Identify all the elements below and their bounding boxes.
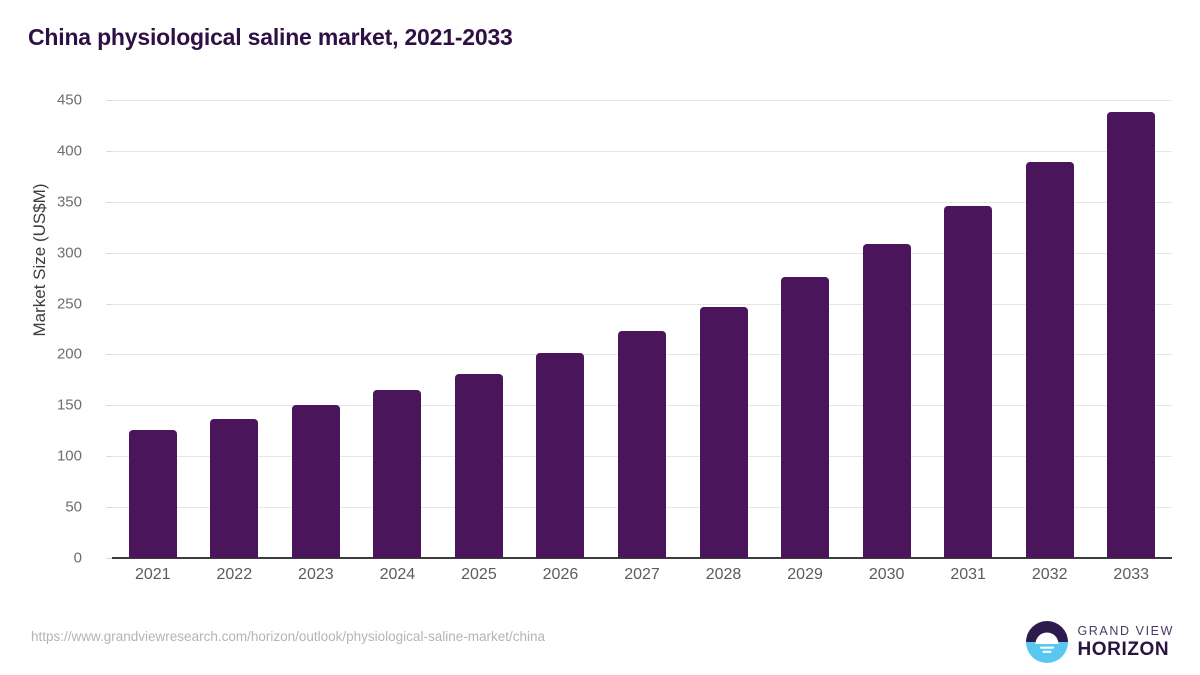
x-axis-tick-label: 2023 bbox=[298, 566, 334, 583]
bar-2031[interactable] bbox=[944, 205, 993, 558]
y-axis-tick-label: 350 bbox=[56, 193, 82, 211]
y-axis-tick bbox=[106, 201, 112, 203]
logo-wordmark: GRAND VIEW HORIZON bbox=[1077, 625, 1174, 660]
bar-2026[interactable] bbox=[536, 353, 585, 558]
gridline bbox=[112, 252, 1172, 254]
gridline bbox=[112, 201, 1172, 203]
x-axis-tick-label: 2025 bbox=[461, 566, 497, 583]
y-axis-tick-label: 250 bbox=[56, 295, 82, 313]
logo-line-1: GRAND VIEW bbox=[1077, 623, 1174, 638]
bar-2033[interactable] bbox=[1107, 112, 1156, 558]
y-axis-tick bbox=[106, 100, 112, 101]
gridline bbox=[112, 150, 1172, 152]
y-axis-tick-label: 200 bbox=[56, 345, 82, 363]
bar-2028[interactable] bbox=[699, 306, 748, 558]
y-axis-tick bbox=[106, 507, 112, 509]
y-axis-tick bbox=[106, 303, 112, 305]
y-axis-tick-label: 150 bbox=[56, 396, 82, 414]
x-axis-labels: 2021 2022 2023 2024 2025 2026 2027 2028 2029 2030… bbox=[112, 566, 1172, 596]
page-title: China physiological saline market, 2021-… bbox=[28, 24, 513, 50]
brand-logo[interactable]: GRAND VIEW HORIZON bbox=[1026, 621, 1174, 663]
y-axis-tick-label: 0 bbox=[73, 549, 82, 567]
bar-2025[interactable] bbox=[454, 373, 503, 558]
bar-2021[interactable] bbox=[128, 429, 177, 558]
x-axis-tick-label: 2032 bbox=[1031, 566, 1068, 583]
x-axis-tick-label: 2028 bbox=[705, 566, 742, 583]
gridline bbox=[112, 303, 1172, 305]
y-axis-tick bbox=[106, 558, 112, 559]
bar-2023[interactable] bbox=[291, 405, 340, 558]
y-axis-tick bbox=[106, 405, 112, 407]
y-axis-labels: 0 50 100 150 200 250 300 350 400 450 bbox=[0, 92, 100, 567]
gridline bbox=[112, 100, 1172, 101]
y-axis-tick-label: 100 bbox=[56, 447, 82, 465]
x-axis-tick-label: 2021 bbox=[134, 566, 171, 583]
y-axis-tick bbox=[106, 150, 112, 152]
x-axis-tick-label: 2030 bbox=[868, 566, 905, 583]
y-axis-tick-label: 400 bbox=[56, 142, 82, 160]
bar-2027[interactable] bbox=[618, 331, 666, 558]
x-axis-tick-label: 2027 bbox=[624, 566, 660, 583]
x-axis-tick-label: 2031 bbox=[950, 566, 986, 583]
bar-2024[interactable] bbox=[373, 390, 422, 558]
bar-2022[interactable] bbox=[210, 418, 259, 558]
bar-2030[interactable] bbox=[862, 243, 911, 558]
y-axis-tick-label: 450 bbox=[56, 91, 82, 109]
source-url[interactable]: https://www.grandviewresearch.com/horizo… bbox=[31, 629, 545, 644]
x-axis-tick-label: 2026 bbox=[542, 566, 579, 583]
y-axis-tick bbox=[106, 456, 112, 458]
bar-2029[interactable] bbox=[781, 277, 830, 558]
y-axis-tick bbox=[106, 354, 112, 356]
x-axis-line bbox=[112, 557, 1172, 559]
logo-line-2: HORIZON bbox=[1077, 639, 1170, 661]
horizon-mark-icon bbox=[1026, 621, 1069, 663]
y-axis-tick-label: 300 bbox=[56, 244, 82, 262]
y-axis-tick-label: 50 bbox=[65, 498, 82, 516]
x-axis-tick-label: 2029 bbox=[787, 566, 823, 583]
x-axis-tick-label: 2022 bbox=[216, 566, 253, 583]
x-axis-tick-label: 2033 bbox=[1113, 566, 1150, 583]
bar-2032[interactable] bbox=[1025, 162, 1074, 558]
x-axis-tick-label: 2024 bbox=[379, 566, 416, 583]
y-axis-tick bbox=[106, 252, 112, 254]
y-axis-title: Market Size (US$M) bbox=[30, 183, 49, 337]
bar-series bbox=[112, 100, 1172, 558]
